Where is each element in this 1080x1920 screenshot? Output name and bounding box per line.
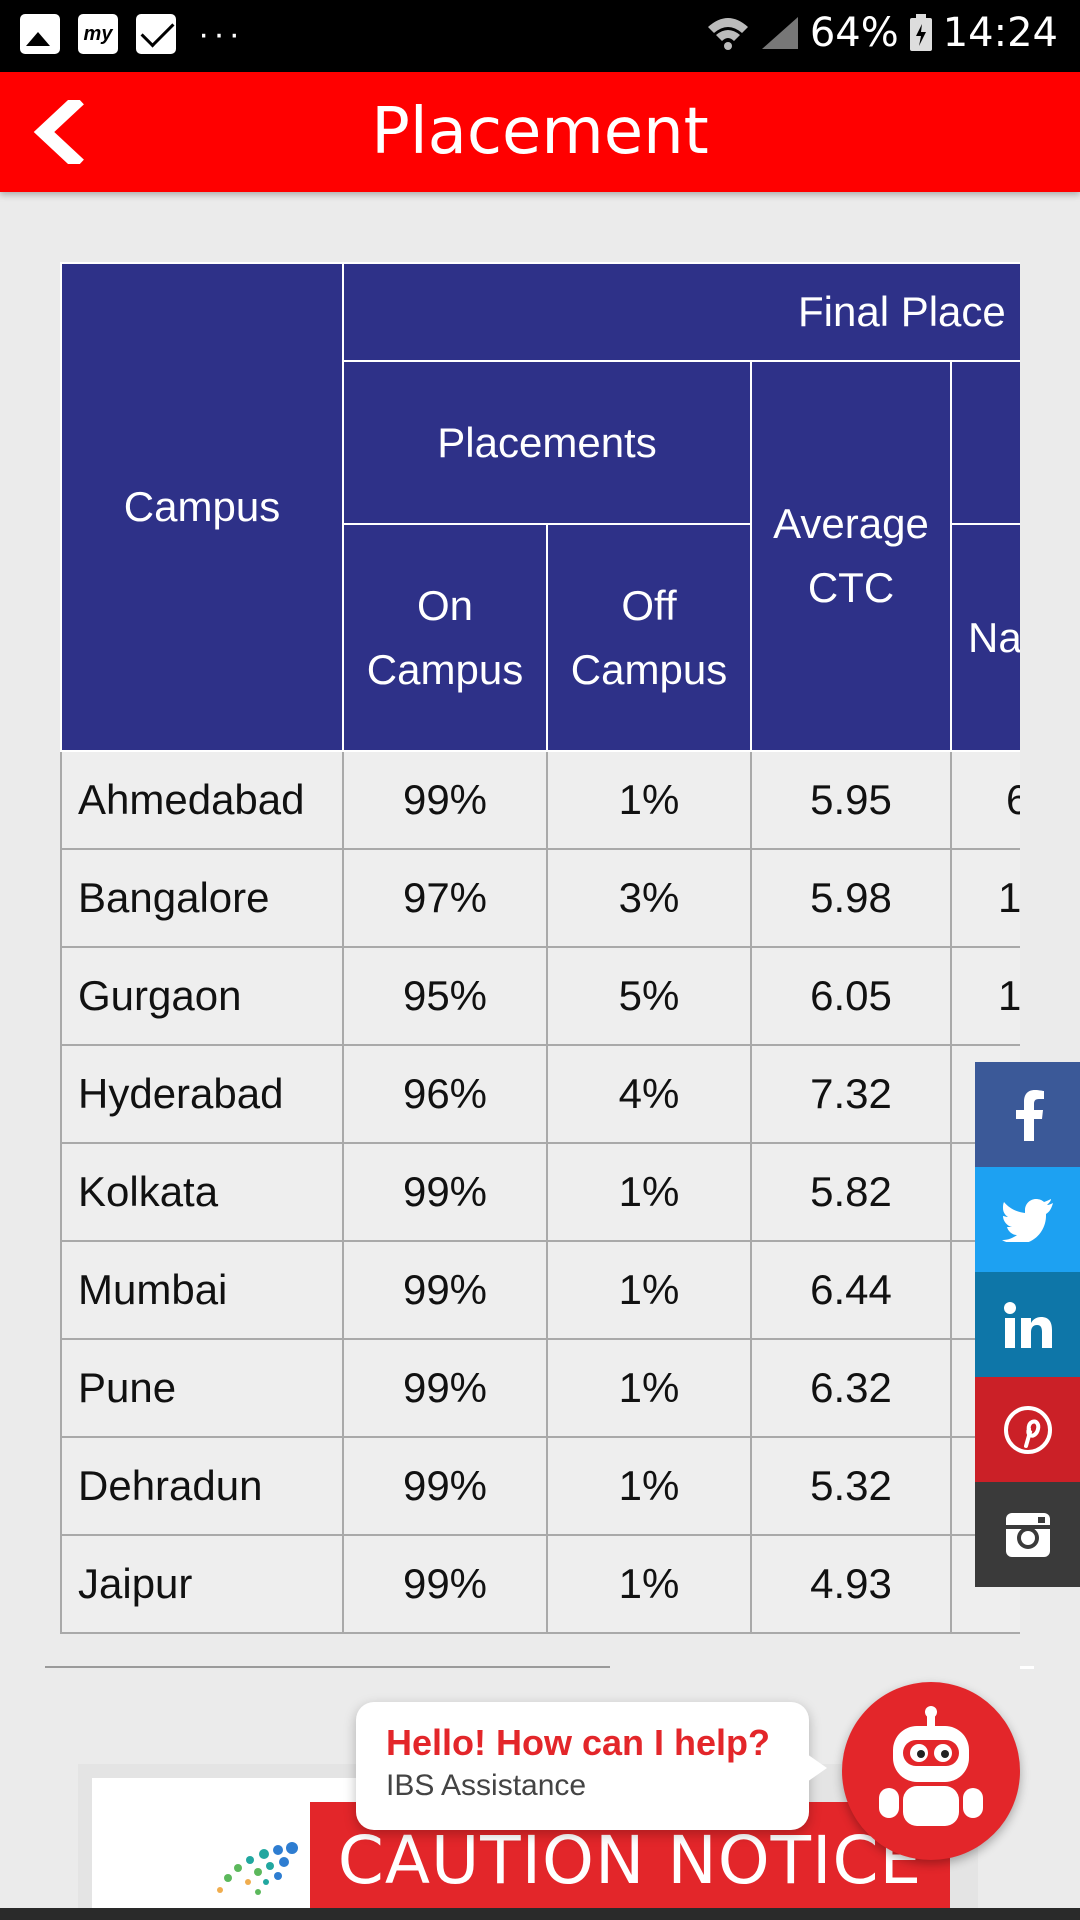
campus-cell: Jaipur	[60, 1534, 344, 1634]
campus-cell: Bangalore	[60, 848, 344, 948]
on-campus-cell: 96%	[342, 1044, 548, 1144]
average-ctc-cell: 7.32	[750, 1044, 952, 1144]
back-button[interactable]	[30, 94, 90, 170]
off-campus-cell: 1%	[546, 1534, 752, 1634]
campus-cell: Kolkata	[60, 1142, 344, 1242]
off-campus-cell: 1%	[546, 1240, 752, 1340]
average-ctc-header: Average CTC	[750, 360, 952, 752]
mail-notification-icon	[136, 14, 176, 54]
on-campus-cell: 99%	[342, 1240, 548, 1340]
final-placements-header: Final Place	[341, 262, 1020, 362]
off-campus-cell: 4%	[546, 1044, 752, 1144]
robot-icon	[879, 1706, 983, 1826]
wifi-icon	[706, 15, 750, 51]
app-bar: Placement	[0, 72, 1080, 192]
off-campus-cell: 5%	[546, 946, 752, 1046]
average-ctc-cell: 6.32	[750, 1338, 952, 1438]
average-ctc-cell: 6.05	[750, 946, 952, 1046]
on-campus-cell: 99%	[342, 1338, 548, 1438]
on-campus-cell: 99%	[342, 1534, 548, 1634]
more-notifications-icon: ···	[198, 15, 244, 53]
off-campus-cell: 1%	[546, 1436, 752, 1536]
on-campus-cell: 99%	[342, 750, 548, 850]
next-cell: 6	[949, 750, 1020, 850]
instagram-share-button[interactable]	[975, 1482, 1080, 1587]
placements-header: Placements	[342, 360, 752, 525]
table-row: Bangalore 97% 3% 5.98 1	[60, 848, 1020, 948]
facebook-icon	[1015, 1089, 1044, 1141]
table-row: Jaipur 99% 1% 4.93	[60, 1534, 1020, 1634]
on-campus-cell: 99%	[342, 1436, 548, 1536]
next-group-header	[949, 360, 1020, 525]
next-cell: 1	[949, 848, 1020, 948]
campus-cell: Dehradun	[60, 1436, 344, 1536]
on-campus-header: On Campus	[342, 523, 548, 752]
off-campus-header: Off Campus	[546, 523, 752, 752]
status-bar: my ··· 64% 14:24	[0, 0, 1080, 72]
placement-table: Campus Final Place Placements Average CT…	[60, 262, 1020, 1634]
linkedin-icon	[1003, 1301, 1052, 1348]
na-header: Na	[949, 523, 1020, 752]
table-row: Gurgaon 95% 5% 6.05 1	[60, 946, 1020, 1046]
battery-percent: 64%	[809, 10, 899, 56]
pinterest-icon	[1003, 1405, 1052, 1454]
navigation-bar-edge	[0, 1908, 1080, 1920]
average-ctc-cell: 6.44	[750, 1240, 952, 1340]
average-ctc-cell: 5.95	[750, 750, 952, 850]
page-title: Placement	[371, 95, 709, 169]
divider	[1020, 1666, 1034, 1669]
campus-header: Campus	[60, 262, 344, 752]
logo-dots-icon	[217, 1842, 298, 1895]
chat-subtitle: IBS Assistance	[386, 1769, 587, 1802]
table-row: Dehradun 99% 1% 5.32	[60, 1436, 1020, 1536]
average-ctc-cell: 5.32	[750, 1436, 952, 1536]
campus-cell: Pune	[60, 1338, 344, 1438]
table-row: Ahmedabad 99% 1% 5.95 6	[60, 750, 1020, 850]
signal-icon	[760, 15, 800, 51]
placement-table-scroll[interactable]: Campus Final Place Placements Average CT…	[60, 262, 1020, 1636]
linkedin-share-button[interactable]	[975, 1272, 1080, 1377]
divider	[45, 1666, 610, 1668]
social-share-bar	[975, 1062, 1080, 1587]
off-campus-cell: 1%	[546, 750, 752, 850]
average-ctc-cell: 5.98	[750, 848, 952, 948]
pinterest-share-button[interactable]	[975, 1377, 1080, 1482]
average-ctc-cell: 5.82	[750, 1142, 952, 1242]
off-campus-cell: 3%	[546, 848, 752, 948]
battery-icon	[909, 14, 933, 52]
next-cell: 1	[949, 946, 1020, 1046]
on-campus-cell: 97%	[342, 848, 548, 948]
on-campus-cell: 99%	[342, 1142, 548, 1242]
twitter-share-button[interactable]	[975, 1167, 1080, 1272]
chat-greeting: Hello! How can I help?	[386, 1722, 771, 1763]
table-row: Mumbai 99% 1% 6.44	[60, 1240, 1020, 1340]
on-campus-cell: 95%	[342, 946, 548, 1046]
my-app-notification-icon: my	[78, 14, 118, 54]
average-ctc-cell: 4.93	[750, 1534, 952, 1634]
chat-assistant-button[interactable]	[842, 1682, 1020, 1860]
clock: 14:24	[942, 10, 1058, 56]
table-row: Hyderabad 96% 4% 7.32	[60, 1044, 1020, 1144]
chevron-left-icon	[33, 94, 84, 170]
twitter-icon	[1001, 1198, 1053, 1242]
chat-bubble[interactable]: Hello! How can I help? IBS Assistance	[356, 1702, 827, 1830]
off-campus-cell: 1%	[546, 1338, 752, 1438]
table-row: Kolkata 99% 1% 5.82	[60, 1142, 1020, 1242]
campus-cell: Gurgaon	[60, 946, 344, 1046]
table-row: Pune 99% 1% 6.32	[60, 1338, 1020, 1438]
campus-cell: Mumbai	[60, 1240, 344, 1340]
campus-cell: Hyderabad	[60, 1044, 344, 1144]
off-campus-cell: 1%	[546, 1142, 752, 1242]
campus-cell: Ahmedabad	[60, 750, 344, 850]
instagram-icon	[1005, 1512, 1050, 1557]
gallery-notification-icon	[20, 14, 60, 54]
facebook-share-button[interactable]	[975, 1062, 1080, 1167]
